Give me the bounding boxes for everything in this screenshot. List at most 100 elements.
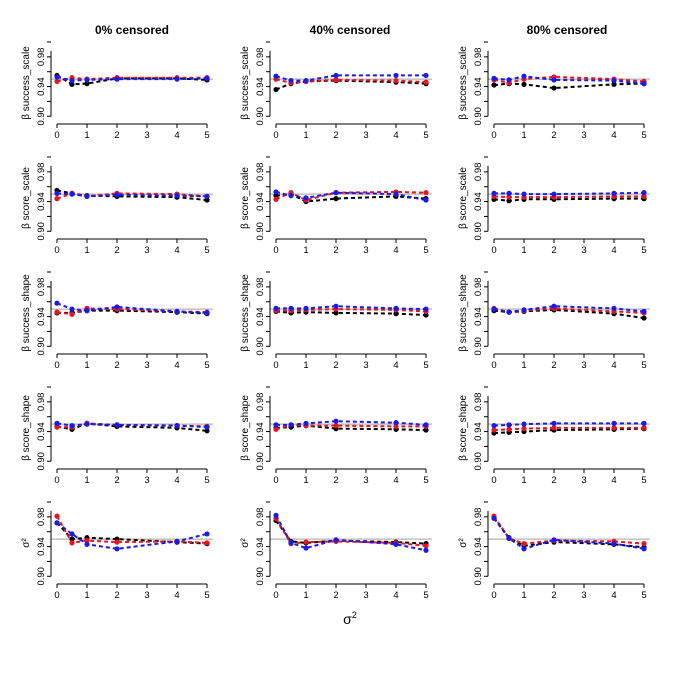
series-line-red xyxy=(275,78,427,84)
point-red xyxy=(506,194,512,200)
point-blue xyxy=(69,531,75,537)
y-tick-label: 0.98 xyxy=(36,278,47,297)
point-blue xyxy=(551,420,557,426)
point-red xyxy=(491,427,497,433)
point-blue xyxy=(288,78,294,84)
row-ylabel: β score_shape xyxy=(458,395,469,461)
point-blue xyxy=(423,547,429,553)
point-red xyxy=(54,196,60,202)
point-blue xyxy=(611,541,617,547)
panel-r2-c2: 0.90 0.94 0.98 0 1 2 3 4 5 β success_shape xyxy=(458,271,650,371)
point-blue xyxy=(204,193,210,199)
point-red xyxy=(54,78,60,84)
point-red xyxy=(84,538,90,544)
point-blue xyxy=(506,77,512,83)
point-blue xyxy=(114,422,120,428)
point-red xyxy=(423,543,429,549)
series-line-blue xyxy=(493,517,645,550)
panel-r0-c0: 0.90 0.94 0.98 0 1 2 3 4 5 β success_scale xyxy=(21,41,213,141)
x-tick-label: 0 xyxy=(491,360,496,371)
point-blue xyxy=(174,193,180,199)
x-tick-label: 2 xyxy=(551,590,556,601)
series-line-black xyxy=(57,309,208,315)
y-tick-label: 0.94 xyxy=(36,537,47,556)
point-blue xyxy=(641,420,647,426)
x-tick-label: 3 xyxy=(144,130,149,141)
point-blue xyxy=(423,72,429,79)
y-tick-label: 0.94 xyxy=(255,537,266,556)
y-tick-label: 0.98 xyxy=(255,278,266,297)
x-tick-label: 4 xyxy=(393,475,398,486)
point-blue xyxy=(84,308,90,314)
x-axis-title-main: σ xyxy=(343,611,352,627)
x-tick-label: 2 xyxy=(114,245,119,256)
row-ylabel: β score_scale xyxy=(21,167,32,229)
x-tick-label: 5 xyxy=(641,130,646,141)
point-red xyxy=(204,540,210,546)
col-title-0: 0% censored xyxy=(95,23,169,37)
point-black xyxy=(333,310,339,316)
point-blue xyxy=(521,546,527,552)
x-tick-label: 4 xyxy=(611,130,616,141)
series-line-red xyxy=(275,423,426,431)
point-red xyxy=(333,423,339,429)
x-tick-label: 5 xyxy=(423,130,428,141)
x-tick-label: 3 xyxy=(144,475,149,486)
y-tick-label: 0.94 xyxy=(255,307,266,326)
point-blue xyxy=(333,190,339,196)
point-blue xyxy=(491,75,497,81)
point-blue xyxy=(54,74,60,80)
point-blue xyxy=(204,75,210,81)
point-blue xyxy=(506,422,512,428)
point-black xyxy=(204,197,210,203)
point-blue xyxy=(506,535,512,542)
point-black xyxy=(641,315,647,321)
x-tick-label: 3 xyxy=(581,360,586,371)
point-blue xyxy=(303,545,309,551)
y-tick-label: 0.98 xyxy=(255,48,266,67)
point-blue xyxy=(204,424,210,430)
y-tick-label: 0.90 xyxy=(36,337,47,356)
x-tick-label: 5 xyxy=(641,590,646,601)
y-tick-label: 0.90 xyxy=(255,107,266,126)
point-blue xyxy=(69,423,75,429)
row-ylabel: β success_scale xyxy=(458,46,469,120)
point-blue xyxy=(393,541,399,547)
point-black xyxy=(491,82,497,88)
point-red xyxy=(423,79,429,85)
point-blue xyxy=(551,191,557,197)
y-tick-label: 0.94 xyxy=(473,422,484,441)
point-black xyxy=(273,86,279,93)
x-tick-label: 1 xyxy=(521,590,526,601)
y-tick-label: 0.90 xyxy=(255,222,266,241)
series-line-black xyxy=(493,197,644,202)
x-tick-label: 0 xyxy=(54,245,59,256)
point-blue xyxy=(204,310,210,316)
series-line-red xyxy=(276,308,427,313)
point-red xyxy=(551,425,557,431)
x-tick-label: 2 xyxy=(114,360,119,371)
series-line-blue xyxy=(276,305,427,311)
point-black xyxy=(611,81,617,87)
x-tick-label: 1 xyxy=(521,130,526,141)
row-ylabel: β success_shape xyxy=(21,274,32,352)
x-tick-label: 5 xyxy=(641,475,646,486)
y-tick-label: 0.90 xyxy=(255,452,266,471)
y-tick-label: 0.94 xyxy=(255,192,266,211)
series-line-red xyxy=(275,517,427,547)
y-tick-label: 0.98 xyxy=(473,508,484,527)
point-black xyxy=(506,198,512,204)
point-red xyxy=(303,539,309,545)
point-red xyxy=(641,425,647,431)
row-ylabel: β score_scale xyxy=(458,167,469,229)
point-red xyxy=(273,196,279,202)
x-axis-title: σ2 xyxy=(343,610,357,627)
point-blue xyxy=(54,520,60,526)
x-tick-label: 3 xyxy=(144,590,149,601)
point-black xyxy=(69,81,75,87)
point-blue xyxy=(114,546,120,552)
point-blue xyxy=(174,538,180,544)
y-tick-label: 0.94 xyxy=(36,77,47,96)
series-line-blue xyxy=(275,514,427,552)
